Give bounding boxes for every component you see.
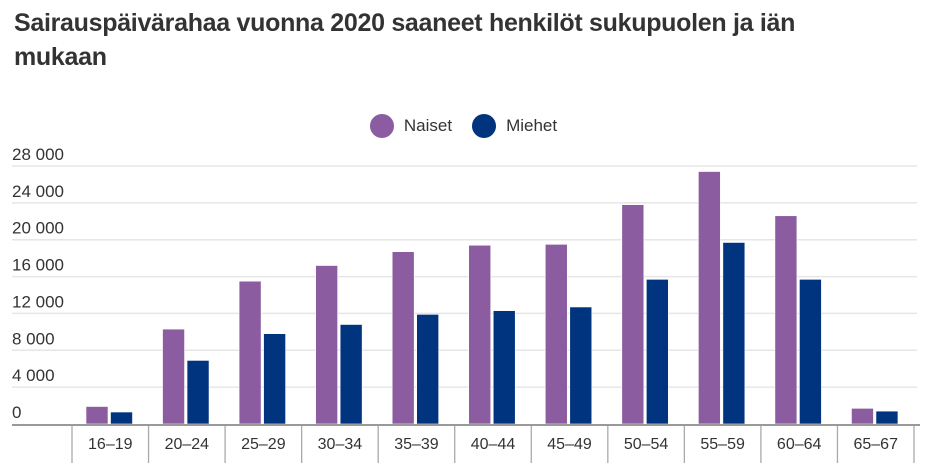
y-tick-label: 16 000 [12,256,64,275]
bar-miehet [722,242,746,425]
bar-naiset [774,215,798,425]
legend-item-miehet[interactable]: Miehet [472,114,557,138]
bar-miehet [263,333,286,425]
legend-label: Miehet [506,116,558,135]
bar-miehet [875,410,899,425]
bar-miehet [646,279,669,425]
bar-naiset [468,244,492,425]
bar-miehet [569,306,593,425]
y-tick-label: 24 000 [12,182,64,201]
bar-naiset [851,408,874,425]
bar-miehet [799,279,822,425]
legend-item-naiset[interactable]: Naiset [369,114,453,138]
y-tick-label: 0 [12,403,21,422]
x-tick-label: 30–34 [318,436,363,453]
bar-naiset [621,204,645,425]
bar-naiset [238,280,262,425]
x-tick-label: 25–29 [241,436,286,453]
x-tick-label: 16–19 [88,436,133,453]
x-tick-label: 50–54 [624,436,669,453]
bar-naiset [85,406,109,425]
y-tick-label: 20 000 [12,219,64,238]
x-tick-label: 45–49 [547,436,592,453]
legend-swatch-naiset [369,114,394,138]
legend-swatch-miehet [472,114,497,138]
x-tick-label: 55–59 [700,436,745,453]
bar-naiset [162,328,185,425]
bar-naiset [315,265,338,425]
x-tick-label: 65–67 [853,436,898,453]
bar-naiset [391,251,415,425]
y-tick-label: 28 000 [12,145,64,164]
bar-naiset [698,171,721,425]
legend-label: Naiset [403,116,453,135]
chart-title: Sairauspäivärahaa vuonna 2020 saaneet he… [14,9,796,71]
legend: Naiset Miehet [0,114,927,138]
y-tick-label: 4 000 [12,366,55,385]
y-tick-label: 8 000 [12,329,55,348]
x-tick-label: 35–39 [394,436,439,453]
bar-miehet [186,360,210,425]
bar-miehet [416,314,439,425]
x-tick-label: 60–64 [777,436,822,453]
bar-miehet [110,411,133,425]
x-tick-label: 40–44 [471,436,516,453]
x-tick-label: 20–24 [165,436,210,453]
bar-naiset [544,244,568,425]
bar-miehet [492,310,516,425]
bar-miehet [339,324,363,425]
y-tick-label: 12 000 [12,292,64,311]
